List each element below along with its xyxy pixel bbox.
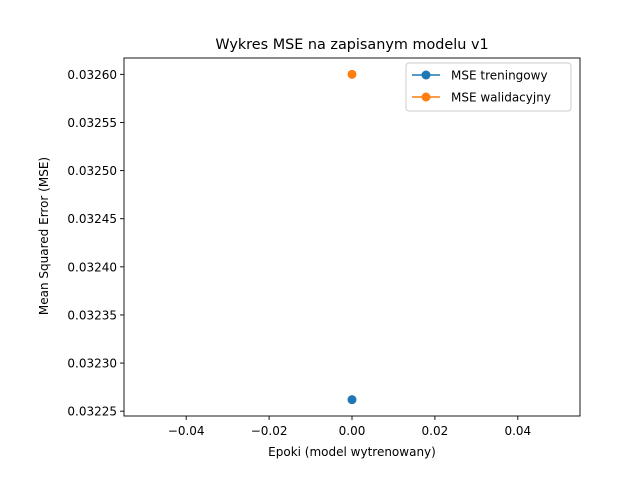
x-tick-label: 0.00 (339, 424, 366, 438)
y-tick-label: 0.03240 (67, 260, 117, 274)
x-axis-label: Epoki (model wytrenowany) (268, 445, 436, 459)
y-tick-label: 0.03225 (67, 405, 117, 419)
chart-title: Wykres MSE na zapisanym modelu v1 (215, 37, 488, 53)
legend-label-series-1: MSE treningowy (451, 69, 548, 83)
data-point-series-2 (347, 69, 357, 79)
legend-marker-series-1 (421, 70, 431, 80)
x-tick-label: 0.02 (422, 424, 449, 438)
x-tick-label: −0.02 (251, 424, 288, 438)
plot-area (347, 69, 357, 405)
x-tick-label: −0.04 (168, 424, 205, 438)
data-point-series-1 (347, 395, 357, 405)
y-tick-label: 0.03235 (67, 308, 117, 322)
legend-box (405, 62, 572, 112)
x-tick-label: 0.04 (504, 424, 531, 438)
axes: −0.04 −0.02 0.00 0.02 0.04 0.03225 0.03230 0.03… (67, 57, 581, 438)
legend-label-series-2: MSE walidacyjny (451, 91, 551, 105)
y-axis-label: Mean Squared Error (MSE) (37, 157, 51, 315)
y-tick-label: 0.03230 (67, 357, 117, 371)
y-tick-label: 0.03250 (67, 164, 117, 178)
legend-marker-series-2 (421, 92, 431, 102)
y-tick-label: 0.03260 (67, 68, 117, 82)
y-tick-label: 0.03245 (67, 212, 117, 226)
legend: MSE treningowy MSE walidacyjny (405, 62, 572, 112)
y-tick-label: 0.03255 (67, 116, 117, 130)
